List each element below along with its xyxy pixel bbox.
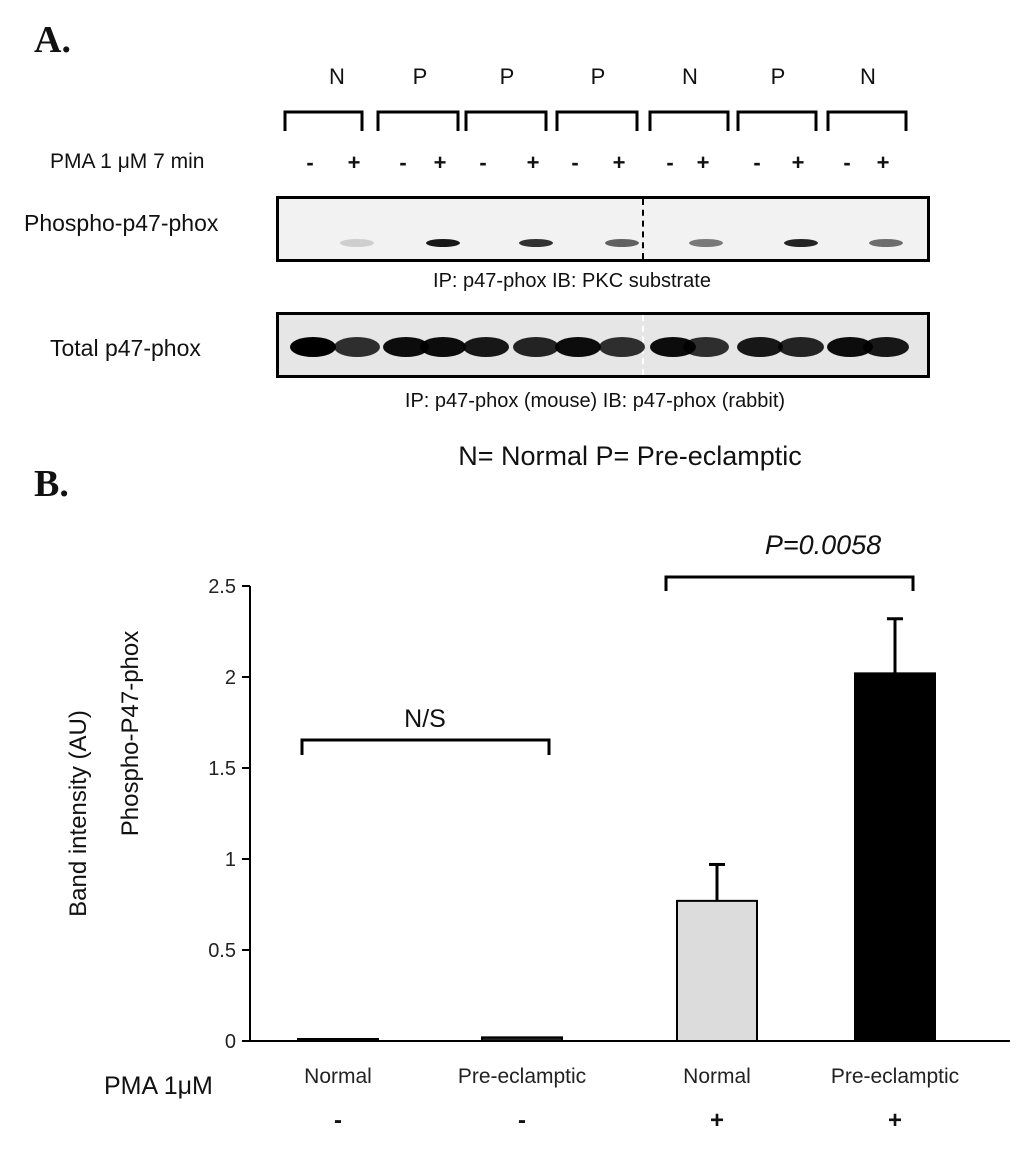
ns-label: N/S bbox=[404, 705, 446, 733]
pma-sign: - bbox=[666, 150, 674, 175]
y-tick-label: 2 bbox=[225, 667, 236, 689]
phospho-band bbox=[519, 239, 553, 247]
phospho-blot bbox=[276, 196, 930, 262]
total-band bbox=[513, 337, 559, 357]
pma-sign: + bbox=[526, 150, 540, 175]
group-label: N bbox=[682, 64, 698, 89]
group-label: N bbox=[329, 64, 345, 89]
pma-sign: - bbox=[518, 1107, 526, 1134]
pma-sign: + bbox=[876, 150, 890, 175]
total-band bbox=[737, 337, 783, 357]
group-label: P bbox=[770, 64, 786, 89]
category-label: Normal bbox=[683, 1065, 751, 1088]
pma-sign: - bbox=[306, 150, 314, 175]
total-band bbox=[683, 337, 729, 357]
group-label: P bbox=[412, 64, 428, 89]
total-band bbox=[334, 337, 380, 357]
group-bracket bbox=[464, 110, 548, 131]
total-blot bbox=[276, 312, 930, 378]
total-band bbox=[420, 337, 466, 357]
blot1-caption: IP: p47-phox IB: PKC substrate bbox=[433, 270, 711, 292]
phospho-band bbox=[340, 239, 374, 247]
blot1-divider bbox=[642, 199, 644, 259]
p-value-bracket bbox=[664, 575, 915, 591]
category-label: Pre-eclamptic bbox=[458, 1065, 586, 1088]
phospho-band bbox=[784, 239, 818, 247]
blot2-label: Total p47-phox bbox=[50, 335, 201, 361]
bar bbox=[676, 899, 758, 1042]
group-bracket bbox=[826, 110, 908, 131]
group-bracket bbox=[648, 110, 730, 131]
bar-chart: 0 0.5 1 1.5 2 2.5 Band intensity (AU) Phospho-P… bbox=[65, 530, 1010, 1134]
phospho-band bbox=[605, 239, 639, 247]
blot1-label: Phospho-p47-phox bbox=[24, 210, 219, 236]
y-axis-label: Band intensity (AU) bbox=[65, 710, 92, 917]
total-band bbox=[863, 337, 909, 357]
panel-b-letter: B. bbox=[34, 463, 69, 505]
pma-sign: + bbox=[612, 150, 626, 175]
pma-row-label: PMA 1μM bbox=[104, 1072, 213, 1100]
bar bbox=[481, 1036, 563, 1042]
category-label: Normal bbox=[304, 1065, 372, 1088]
pma-sign: - bbox=[399, 150, 407, 175]
total-band bbox=[383, 337, 429, 357]
phospho-band bbox=[689, 239, 723, 247]
pma-sign: + bbox=[696, 150, 710, 175]
bar bbox=[854, 672, 936, 1043]
blot2-caption: IP: p47-phox (mouse) IB: p47-phox (rabbi… bbox=[404, 390, 786, 412]
pma-sign: - bbox=[843, 150, 851, 175]
group-bracket bbox=[736, 110, 818, 131]
pma-treatment-label: PMA 1 μM 7 min bbox=[50, 150, 205, 173]
p-value-label: P=0.0058 bbox=[765, 530, 881, 560]
phospho-band bbox=[869, 239, 903, 247]
bar bbox=[297, 1038, 379, 1042]
group-bracket bbox=[555, 110, 639, 131]
y-tick-label: 0.5 bbox=[208, 940, 236, 962]
total-band bbox=[599, 337, 645, 357]
abbreviation-legend: N= Normal P= Pre-eclamptic bbox=[458, 441, 802, 471]
y-tick-label: 0 bbox=[225, 1031, 236, 1053]
total-band bbox=[555, 337, 601, 357]
group-label: P bbox=[499, 64, 515, 89]
phospho-band bbox=[426, 239, 460, 247]
pma-sign: + bbox=[710, 1107, 724, 1134]
group-bracket bbox=[283, 110, 364, 131]
y-tick-label: 1 bbox=[225, 849, 236, 871]
ns-bracket bbox=[300, 738, 551, 755]
pma-sign: - bbox=[479, 150, 487, 175]
pma-sign: - bbox=[571, 150, 579, 175]
pma-sign: + bbox=[888, 1107, 902, 1134]
pma-sign: - bbox=[753, 150, 761, 175]
y-tick-label: 2.5 bbox=[208, 576, 236, 598]
panel-a-letter: A. bbox=[34, 19, 71, 61]
group-label: N bbox=[860, 64, 876, 89]
pma-sign: + bbox=[347, 150, 361, 175]
y-axis-label-2: Phospho-P47-phox bbox=[117, 631, 144, 836]
total-band bbox=[290, 337, 336, 357]
total-band bbox=[778, 337, 824, 357]
total-band bbox=[463, 337, 509, 357]
pma-sign: + bbox=[433, 150, 447, 175]
category-label: Pre-eclamptic bbox=[831, 1065, 959, 1088]
group-bracket bbox=[376, 110, 460, 131]
pma-sign: - bbox=[334, 1107, 342, 1134]
y-tick-label: 1.5 bbox=[208, 758, 236, 780]
pma-sign: + bbox=[791, 150, 805, 175]
group-label: P bbox=[590, 64, 606, 89]
group-brackets bbox=[283, 110, 908, 131]
total-band bbox=[827, 337, 873, 357]
